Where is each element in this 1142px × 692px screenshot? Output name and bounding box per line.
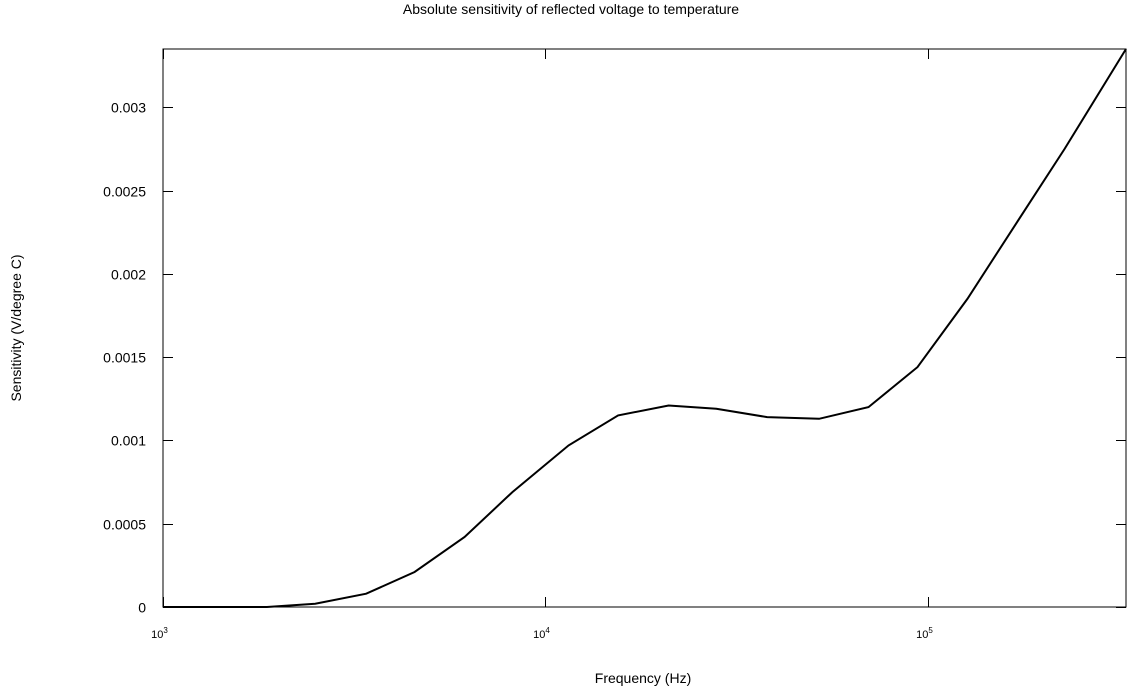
y-tick-label: 0.003 [111, 100, 146, 116]
y-tick-label: 0.0015 [103, 350, 146, 366]
y-tick-label: 0.0025 [103, 184, 146, 200]
x-tick-label: 105 [916, 626, 933, 641]
x-tick-label: 104 [533, 626, 550, 641]
y-tick-label: 0.002 [111, 267, 146, 283]
y-tick-label: 0.0005 [103, 517, 146, 533]
x-axis-label: Frequency (Hz) [594, 670, 692, 686]
series-line [163, 48, 1127, 608]
y-tick-label: 0.001 [111, 433, 146, 449]
axis-ticks [163, 49, 1126, 608]
plot-frame [162, 48, 1127, 608]
x-tick-label: 103 [151, 626, 168, 641]
y-tick-label: 0 [138, 600, 146, 616]
chart-title: Absolute sensitivity of reflected voltag… [402, 1, 740, 17]
tick-labels: 0 0.0005 0.001 0.0015 0.002 0.0025 0.003 103 104… [103, 100, 933, 642]
